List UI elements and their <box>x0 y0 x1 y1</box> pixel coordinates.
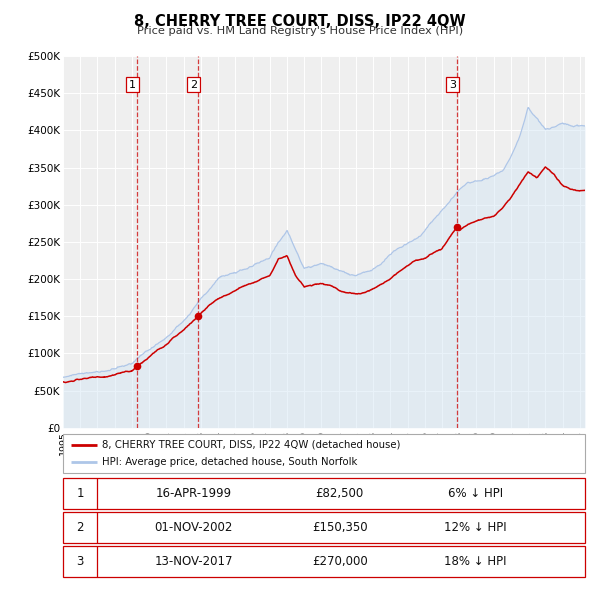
Text: 16-APR-1999: 16-APR-1999 <box>155 487 232 500</box>
Text: Price paid vs. HM Land Registry's House Price Index (HPI): Price paid vs. HM Land Registry's House … <box>137 26 463 36</box>
FancyBboxPatch shape <box>63 546 585 577</box>
Text: 18% ↓ HPI: 18% ↓ HPI <box>444 555 506 568</box>
Text: 6% ↓ HPI: 6% ↓ HPI <box>448 487 503 500</box>
Text: 12% ↓ HPI: 12% ↓ HPI <box>444 521 506 534</box>
FancyBboxPatch shape <box>63 434 585 473</box>
Text: 13-NOV-2017: 13-NOV-2017 <box>154 555 233 568</box>
Text: 2: 2 <box>76 521 84 534</box>
Text: 1: 1 <box>76 487 84 500</box>
Text: 8, CHERRY TREE COURT, DISS, IP22 4QW (detached house): 8, CHERRY TREE COURT, DISS, IP22 4QW (de… <box>102 440 401 450</box>
Text: 3: 3 <box>77 555 84 568</box>
Text: 01-NOV-2002: 01-NOV-2002 <box>154 521 233 534</box>
Text: £82,500: £82,500 <box>316 487 364 500</box>
Text: 3: 3 <box>449 80 456 90</box>
FancyBboxPatch shape <box>63 478 585 509</box>
FancyBboxPatch shape <box>63 512 585 543</box>
Text: 2: 2 <box>190 80 197 90</box>
Text: £150,350: £150,350 <box>312 521 367 534</box>
Text: £270,000: £270,000 <box>312 555 368 568</box>
Text: 8, CHERRY TREE COURT, DISS, IP22 4QW: 8, CHERRY TREE COURT, DISS, IP22 4QW <box>134 14 466 28</box>
Text: 1: 1 <box>129 80 136 90</box>
Text: HPI: Average price, detached house, South Norfolk: HPI: Average price, detached house, Sout… <box>102 457 358 467</box>
